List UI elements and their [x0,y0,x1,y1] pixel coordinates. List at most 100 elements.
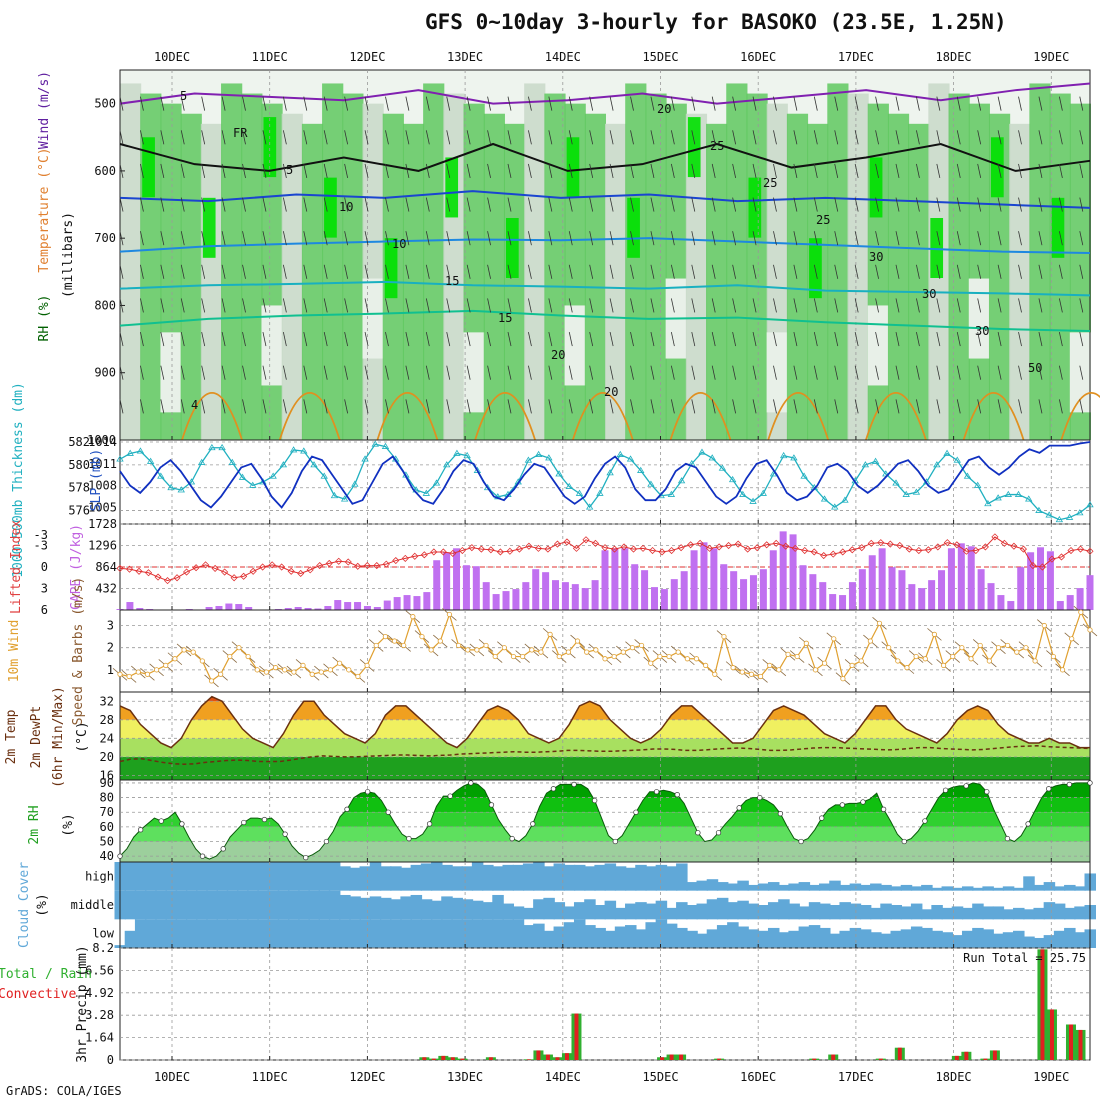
wind-barb [650,332,655,347]
thickness-marker [1045,511,1053,518]
cloud-bar-low [910,926,923,948]
rh-marker [715,830,722,836]
wind-barb [160,298,165,313]
cloud-bar-high [829,880,841,891]
wind-barb [425,231,430,246]
wind-barb [568,399,573,414]
wind-barb [119,264,124,279]
cloud-bar-middle [216,890,229,920]
cloud-bar-low [369,919,382,948]
dewpoint-series-line [119,744,1091,766]
wind-barb [875,365,879,380]
temp-band [120,738,1090,757]
wind-barb [282,298,287,313]
cloud-bar-low [1064,927,1076,948]
wind-speed-marker [291,669,297,675]
wind-barb [364,264,369,279]
wind-speed-marker [620,649,626,655]
rh-marker [550,786,557,792]
cloud-bar-middle [839,902,851,920]
rh-band [524,83,546,441]
cloud-bar-high [1002,886,1015,891]
cape-bar [581,588,589,610]
rh-marker [1087,780,1093,786]
rh-marker [406,835,412,842]
wind-barb [487,332,491,347]
precip-convective-bar [488,1057,493,1060]
cloud-bar-high [706,879,719,891]
li-tick-label: -3 [34,528,48,542]
wind-speed-marker [373,642,379,649]
top-date-label: 12DEC [349,50,385,64]
cloud-bar-middle [727,902,739,920]
rh2m-axis-title: 2m RH [27,805,42,844]
wind-barb [466,332,471,347]
wind-speed-marker [913,653,919,660]
wind-speed-marker [886,645,892,651]
wind-barb [323,264,328,279]
cloud-bar-low [798,926,811,948]
cape-bar [1046,551,1054,610]
cape-bar [492,594,500,610]
cloud-bar-middle [880,903,892,920]
top-date-label: 11DEC [252,50,288,64]
temp-tick-label: 32 [100,694,114,708]
cloud-bar-low [849,927,862,948]
wind-barb [528,332,532,347]
wind-speed-marker [1050,653,1056,660]
wind-barb [711,163,716,178]
cloud-units-title: (%) [35,893,50,916]
wind-barb [875,96,879,111]
wind-barb [956,399,961,414]
wind-barb [528,298,532,313]
wind-barb [323,399,328,414]
wind-barb [977,298,982,313]
wind-barb [916,130,920,145]
rh-tick-label: 90 [100,776,114,790]
wind-barb [221,298,226,313]
thickness-marker [779,451,788,459]
wind-barb [813,264,818,279]
wind-barb [895,197,900,212]
rh-marker [736,805,742,811]
wind-barb [180,163,185,178]
cloud-bar-low [655,919,668,948]
wind-barb [732,264,737,279]
li-marker [306,566,314,574]
precip-convective-bar [983,1058,988,1060]
wind-barb [1058,298,1063,313]
cloud-bar-middle [594,905,606,920]
li-marker [144,569,153,577]
wind-barb [609,130,614,145]
wind-barb [568,163,573,178]
cloud-bar-high [880,884,892,891]
wind-barb [282,231,287,246]
thickness-marker [381,442,390,449]
rh-band [706,123,728,441]
wind-barb [732,197,737,212]
rh-marker [571,781,577,788]
rh-band-low [261,305,283,386]
wind-barb [670,163,675,178]
wind-barb [528,130,532,145]
cloud-bar-middle [941,907,954,920]
wind-barb [446,264,451,279]
li-marker [506,547,514,555]
cloud-bar-high [655,864,668,891]
rh-marker [819,815,825,821]
cape-bar [1017,567,1025,610]
cloud-bar-low [226,919,239,948]
wind-speed-marker [995,645,1002,651]
rh-band-low [362,278,384,359]
cape-bar [799,565,807,610]
li-marker [230,574,238,582]
wind-barb [262,332,267,347]
li-marker [791,544,799,552]
wind-barb [956,365,961,380]
cloud-bar-high [604,863,617,891]
wind-barb [242,332,246,347]
li-marker [905,545,913,553]
rh-band-high [930,218,944,278]
wind-barb [344,332,349,347]
cape-bar [809,574,817,610]
